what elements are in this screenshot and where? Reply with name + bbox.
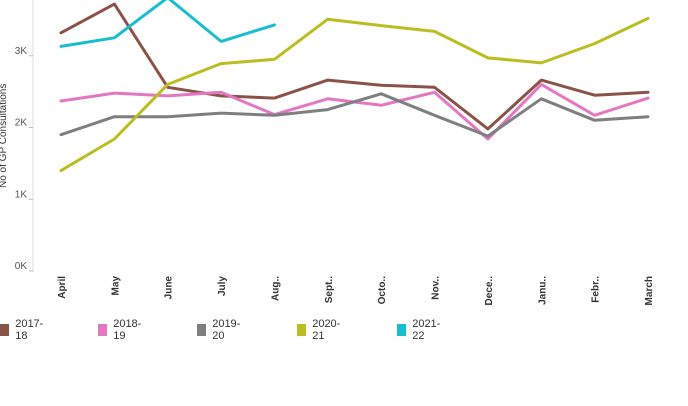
series-line-2017-18 [59, 2, 650, 131]
y-tick-label: 2K [15, 118, 28, 129]
series-line-2020-21 [59, 16, 650, 173]
x-tick-label: June [164, 276, 175, 300]
x-tick-label: Aug.. [271, 276, 282, 301]
y-tick-label: 3K [15, 46, 28, 57]
legend-label: 2019-20 [212, 318, 241, 342]
series-line-2021-22 [59, 0, 276, 48]
x-tick-label: July [217, 276, 228, 296]
legend-item-2020-21[interactable]: 2020-21 [297, 318, 343, 342]
legend-swatch [297, 324, 307, 336]
x-tick-label: May [110, 276, 121, 296]
legend-label: 2017-18 [15, 318, 44, 342]
x-tick-label: Nov.. [431, 276, 442, 300]
y-tick-label: 1K [15, 189, 28, 200]
legend-label: 2020-21 [312, 318, 341, 342]
legend-swatch [0, 324, 10, 336]
legend-label: 2021-22 [412, 318, 441, 342]
legend-item-2021-22[interactable]: 2021-22 [397, 318, 443, 342]
legend-swatch [98, 324, 108, 336]
series-lines [59, 0, 650, 173]
x-tick-label: Sept.. [324, 276, 335, 303]
legend-swatch [397, 324, 407, 336]
legend-swatch [197, 324, 207, 336]
y-ticks: 0K1K2K3K4K [15, 46, 33, 272]
legend-item-2018-19[interactable]: 2018-19 [98, 318, 144, 342]
x-tick-label: Febr.. [591, 276, 602, 303]
legend-item-2019-20[interactable]: 2019-20 [197, 318, 243, 342]
x-tick-label: Octo.. [377, 276, 388, 305]
y-tick-label: 0K [15, 261, 28, 272]
legend-label: 2018-19 [113, 318, 142, 342]
y-axis-title-group: No of GP Consultations [0, 84, 9, 188]
legend-item-2017-18[interactable]: 2017-18 [0, 318, 46, 342]
x-tick-label: April [57, 276, 68, 299]
y-axis-title: No of GP Consultations [0, 84, 9, 188]
series-line-2018-19 [59, 82, 650, 141]
x-tick-label: Janu.. [537, 276, 548, 305]
x-ticks: April May June July Aug.. Sept.. Octo.. Nov.. De… [57, 276, 655, 306]
series-line-2019-20 [59, 92, 650, 138]
x-tick-label: Dece.. [484, 276, 495, 306]
x-tick-label: March [644, 276, 655, 305]
